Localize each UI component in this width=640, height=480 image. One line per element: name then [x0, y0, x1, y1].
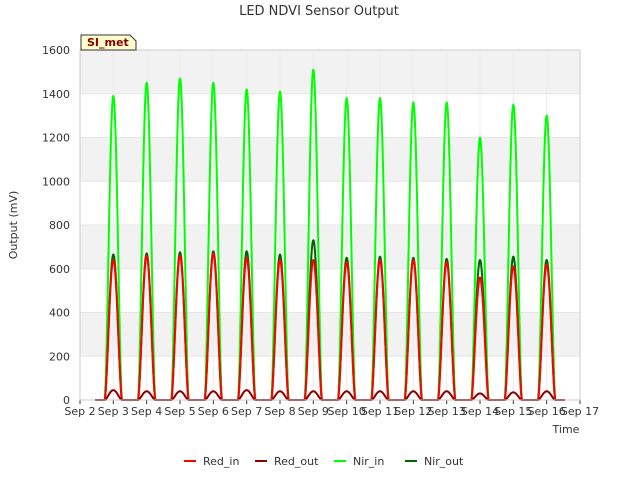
x-tick-label: Sep 10 [328, 405, 366, 418]
badge-label: SI_met [87, 36, 129, 49]
plot-band [80, 137, 580, 182]
y-axis-title: Output (mV) [7, 191, 20, 260]
x-tick-label: Sep 17 [561, 405, 599, 418]
y-tick-label: 0 [63, 394, 70, 407]
chart-title: LED NDVI Sensor Output [239, 4, 399, 19]
y-tick-label: 600 [49, 263, 70, 276]
y-tick-label: 1000 [42, 175, 70, 188]
x-tick-label: Sep 12 [394, 405, 432, 418]
legend: Red_in Red_out Nir_in Nir_out [184, 455, 464, 468]
y-tick-label: 1600 [42, 44, 70, 57]
x-tick-label: Sep 7 [231, 405, 262, 418]
plot-band [80, 50, 580, 94]
x-tick-label: Sep 4 [131, 405, 162, 418]
y-tick-label: 1400 [42, 88, 70, 101]
legend-label: Nir_out [424, 455, 464, 468]
y-tick-label: 400 [49, 307, 70, 320]
x-tick-label: Sep 15 [494, 405, 532, 418]
x-tick-label: Sep 3 [98, 405, 129, 418]
x-tick-label: Sep 2 [64, 405, 95, 418]
x-tick-label: Sep 9 [298, 405, 329, 418]
y-tick-label: 1200 [42, 132, 70, 145]
legend-label: Nir_in [353, 455, 384, 468]
plot-band [80, 312, 580, 357]
plot-frame [79, 49, 581, 401]
legend-label: Red_in [203, 455, 239, 468]
x-tick-label: Sep 5 [164, 405, 195, 418]
plot-band [80, 225, 580, 269]
plot-background [80, 50, 580, 400]
legend-label: Red_out [274, 455, 319, 468]
y-tick-label: 200 [49, 350, 70, 363]
station-badge: SI_met [80, 34, 137, 51]
plot-band [80, 181, 580, 225]
plot-band [80, 268, 580, 313]
x-tick-label: Sep 8 [264, 405, 295, 418]
plot-band [80, 356, 580, 400]
x-tick-label: Sep 14 [461, 405, 499, 418]
x-tick-label: Sep 6 [198, 405, 229, 418]
x-tick-label: Sep 13 [428, 405, 466, 418]
badge-box [80, 34, 137, 51]
x-tick-label: Sep 11 [361, 405, 399, 418]
x-axis-title: Time [552, 423, 580, 436]
y-tick-label: 800 [49, 219, 70, 232]
x-tick-label: Sep 16 [528, 405, 566, 418]
plot-band [80, 93, 580, 138]
